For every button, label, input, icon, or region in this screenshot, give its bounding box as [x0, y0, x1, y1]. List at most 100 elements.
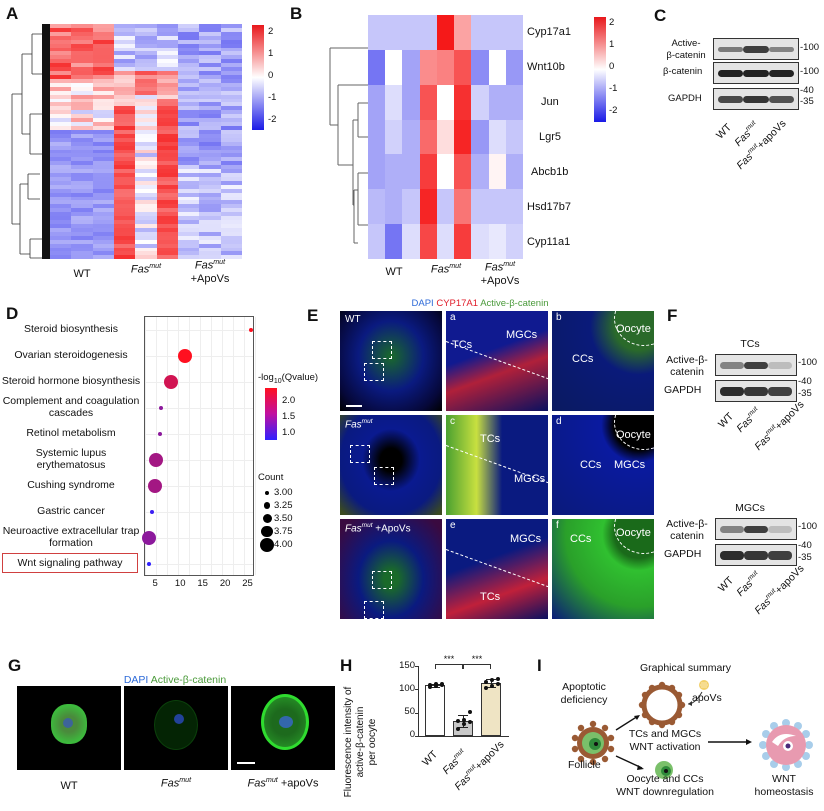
heatmap-cell [368, 15, 386, 50]
heatmap-cell [368, 49, 386, 85]
panel-i-follicle-label: Follicle [568, 759, 601, 771]
panel-label-i: I [537, 656, 542, 675]
blot-f-gapdh [715, 544, 797, 566]
data-point [496, 677, 500, 682]
blot-f-label-gapdh: GAPDH [664, 384, 702, 396]
heatmap-cell [385, 189, 403, 225]
blot-f-title: MGCs [735, 502, 765, 514]
oocyte-cc-icon [655, 761, 673, 779]
heatmap-cell [419, 84, 437, 120]
blot-f-marker: -35 [798, 388, 812, 399]
panel-label-b: B [290, 4, 303, 23]
blot-f-gapdh [715, 380, 797, 402]
heatmap-cell [454, 189, 472, 225]
heatmap-cell [402, 15, 420, 50]
bar [425, 685, 445, 736]
panel-i-diagram [571, 680, 813, 779]
panel-label-d: D [6, 304, 19, 323]
panel-label-f: F [667, 306, 678, 325]
heatmap-b [368, 15, 523, 259]
heatmap-a-group-fas: Fasmut [130, 262, 162, 276]
heatmap-b-group-wt: WT [385, 266, 403, 278]
panel-i-homeostasis-label: WNT homeostasis [754, 773, 814, 798]
enrichment-dot [147, 479, 162, 493]
dotplot-d-color-ticks: 2.0 1.5 1.0 [282, 395, 296, 438]
highlighted-term-box: Wnt signaling pathway [2, 553, 138, 573]
heatmap-cell [368, 189, 386, 225]
panel-i-apovs-label: apoVs [692, 692, 722, 704]
heatmap-cell [454, 49, 472, 85]
micrograph-1-2: d CCs MGCs Oocyte [551, 414, 655, 516]
dendrogram-b [329, 47, 368, 244]
blot-f-marker: -100 [798, 357, 818, 368]
micrograph-1-1: c TCs MGCs [445, 414, 549, 516]
micrograph-2-2: f CCs Oocyte [551, 518, 655, 620]
panel-label-a: A [6, 4, 19, 23]
significance-stars: *** [443, 654, 455, 664]
homeostasis-follicle-icon [759, 719, 813, 771]
data-point [496, 681, 500, 686]
blot-c-label-beta: β-catenin [663, 66, 703, 77]
heatmap-cell [368, 154, 386, 190]
heatmap-cell [505, 15, 523, 50]
micrograph-2-1: e MGCs TCs [445, 518, 549, 620]
heatmap-cell [454, 15, 472, 50]
apovs-icon [699, 680, 709, 690]
panel-label-e: E [307, 306, 319, 325]
heatmap-cell [471, 189, 489, 225]
panel-i-title: Graphical summary [640, 662, 732, 674]
heatmap-cell [436, 49, 455, 85]
colorbar-a [252, 25, 264, 130]
scale-bar [237, 762, 255, 764]
heatmap-cell [402, 154, 420, 190]
blot-f-label-active: Active-β-catenin [666, 354, 708, 378]
heatmap-cell [368, 119, 386, 155]
colorbar-b [594, 17, 606, 122]
heatmap-cell [488, 154, 506, 190]
heatmap-cell [419, 189, 437, 225]
panel-g-label-wt: WT [60, 780, 78, 792]
enrichment-dot [146, 562, 151, 566]
tc-mgc-follicle-icon [638, 681, 686, 729]
data-point [440, 681, 444, 686]
blot-c-marker-beta: -100 [800, 66, 820, 77]
dotplot-d [142, 316, 256, 576]
colorbar-b-ticks: 2 1 0 -1 -2 [609, 17, 618, 116]
heatmap-cell [402, 189, 420, 225]
enrichment-dot [248, 328, 253, 332]
heatmap-cell [505, 154, 523, 190]
dendrogram-a [11, 24, 50, 259]
dotplot-d-colorbar [265, 388, 277, 440]
enrichment-term-label: Neuroactive extracellular trap formation [2, 525, 140, 549]
panel-h-plot: *** *** [415, 654, 509, 737]
heatmap-cell [488, 84, 506, 120]
blot-f-active [715, 518, 797, 540]
heatmap-cell [505, 189, 523, 225]
heatmap-cell [505, 84, 523, 120]
heatmap-cell [385, 154, 403, 190]
heatmap-cell [454, 154, 472, 190]
heatmap-cell [505, 224, 523, 259]
panel-label-g: G [8, 656, 22, 675]
heatmap-cell [436, 84, 455, 120]
enrichment-dot [142, 531, 157, 545]
blot-c-label-gapdh: GAPDH [668, 93, 702, 104]
blot-f-lane-label: WT [716, 574, 737, 595]
heatmap-cell [488, 224, 506, 259]
blot-f-active [715, 354, 797, 376]
micrograph-1-0: Fasmut [339, 414, 443, 516]
heatmap-cell [385, 15, 403, 50]
heatmap-cell [368, 224, 386, 259]
blot-f-label-active: Active-β-catenin [666, 518, 708, 542]
enrichment-term-label: Complement and coagulation cascades [2, 395, 140, 419]
panel-g-label-fas: Fasmut [160, 776, 192, 790]
heatmap-cell [471, 84, 489, 120]
blot-c-lane-wt: WT [714, 121, 735, 142]
panel-h-xlabel-wt: WT [420, 748, 441, 769]
heatmap-cell [454, 84, 472, 120]
heatmap-cell [385, 224, 403, 259]
heatmap-cell [488, 189, 506, 225]
heatmap-cell [454, 119, 472, 155]
panel-h-ylabel: Fluorescence intensity of active-β-cateni… [343, 686, 378, 798]
colorbar-a-ticks: 2 1 0 -1 -2 [268, 26, 277, 125]
